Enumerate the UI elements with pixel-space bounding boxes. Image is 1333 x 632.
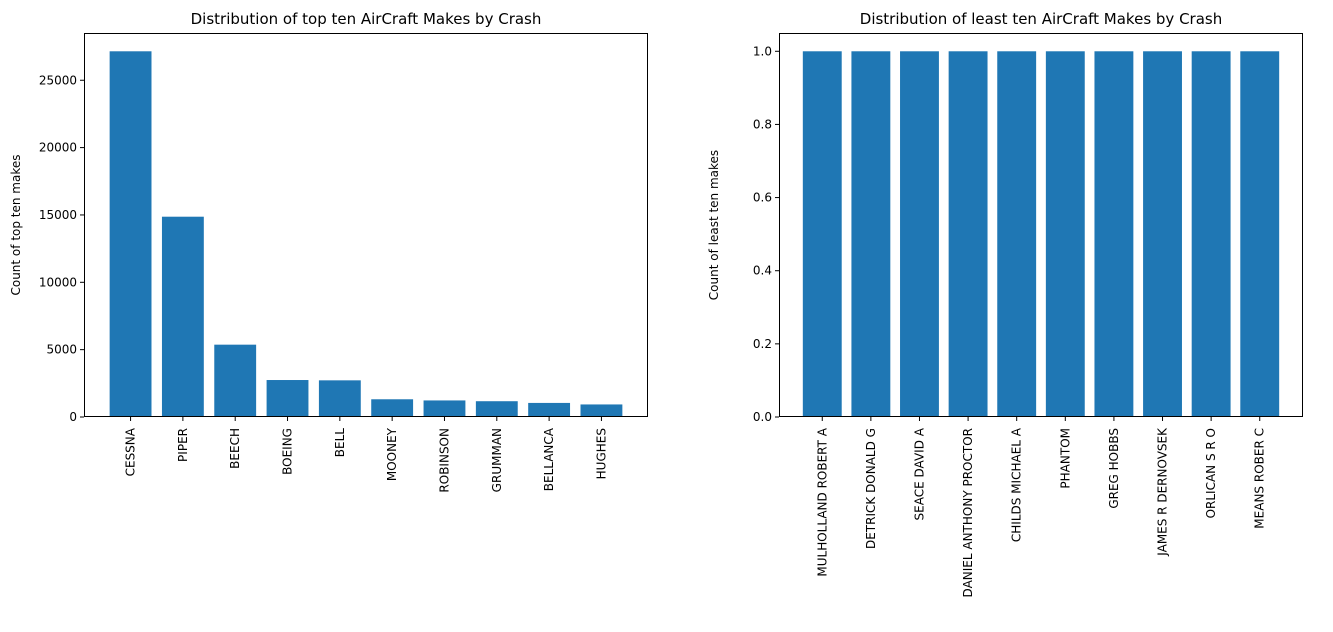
x-tick-label: BEECH (228, 428, 242, 469)
bar (1143, 51, 1182, 418)
y-tick-label: 15000 (39, 208, 77, 222)
y-tick-label: 0.4 (753, 264, 772, 278)
bar (1045, 51, 1085, 418)
bar (1094, 51, 1134, 418)
x-tick-label: MEANS ROBER C (1253, 428, 1267, 529)
x-tick-label: ROBINSON (437, 428, 451, 493)
bar (528, 402, 571, 417)
x-tick-label: ORLICAN S R O (1204, 428, 1218, 518)
bar (802, 51, 842, 418)
bar (580, 404, 623, 417)
y-tick-label: 0.0 (753, 410, 772, 424)
y-tick-label: 0.2 (753, 337, 772, 351)
chart-least-ten-makes: Distribution of least ten AirCraft Makes… (707, 10, 1303, 597)
y-ticks-group: 0 5000 10000 15000 20000 25000 (39, 73, 84, 424)
bar (997, 51, 1037, 418)
plot-frame (84, 33, 648, 417)
y-tick-label: 20000 (39, 141, 77, 155)
x-tick-label: PIPER (176, 428, 190, 462)
x-tick-label: GREG HOBBS (1107, 428, 1121, 509)
y-tick-label: 5000 (46, 343, 77, 357)
x-tick-label: PHANTOM (1058, 428, 1072, 489)
y-tick-label: 0 (69, 410, 77, 424)
y-tick-label: 0.6 (753, 191, 772, 205)
x-tick-label: MULHOLLAND ROBERT A (815, 427, 829, 576)
y-ticks-group: 0.0 0.2 0.4 0.6 0.8 1.0 (753, 44, 779, 424)
y-tick-label: 10000 (39, 275, 77, 289)
bar (109, 51, 152, 418)
bar (475, 401, 518, 417)
bar (423, 400, 466, 417)
chart-title: Distribution of top ten AirCraft Makes b… (191, 10, 542, 28)
x-tick-label: GRUMMAN (490, 428, 504, 492)
chart-title: Distribution of least ten AirCraft Makes… (860, 10, 1222, 28)
x-tick-label: MOONEY (385, 427, 399, 481)
bar (851, 51, 891, 418)
y-axis-label: Count of least ten makes (707, 150, 721, 300)
y-tick-label: 0.8 (753, 117, 772, 131)
bar (900, 51, 939, 418)
bar (948, 51, 988, 418)
x-tick-label: BOEING (281, 428, 295, 475)
bar (371, 399, 414, 417)
chart-top-ten-makes: Distribution of top ten AirCraft Makes b… (9, 10, 648, 493)
x-ticks-group: CESSNA PIPER BEECH BOEING BELL MOONEY ROBINSON… (124, 417, 608, 493)
x-tick-label: CESSNA (124, 427, 138, 476)
y-tick-label: 1.0 (753, 44, 772, 58)
x-tick-label: BELLANCA (542, 427, 556, 491)
bar (161, 216, 204, 417)
x-tick-label: JAMES R DERNOVSEK (1156, 427, 1170, 557)
x-ticks-group: MULHOLLAND ROBERT A DETRICK DONALD G SEACE… (815, 417, 1267, 597)
bars-group (802, 51, 1280, 418)
y-axis-label: Count of top ten makes (9, 154, 23, 295)
x-tick-label: BELL (333, 428, 347, 458)
x-tick-label: HUGHES (594, 428, 608, 479)
x-tick-label: DANIEL ANTHONY PROCTOR (961, 428, 975, 597)
x-tick-label: DETRICK DONALD G (864, 428, 878, 549)
y-tick-label: 25000 (39, 73, 77, 87)
bar (1240, 51, 1280, 418)
plot-frame (779, 33, 1303, 417)
x-tick-label: CHILDS MICHAEL A (1010, 427, 1024, 542)
bar (1191, 51, 1231, 418)
bar (266, 380, 309, 417)
x-tick-label: SEACE DAVID A (912, 427, 926, 520)
bars-group (109, 51, 623, 418)
bar (318, 380, 361, 417)
bar (214, 344, 257, 417)
